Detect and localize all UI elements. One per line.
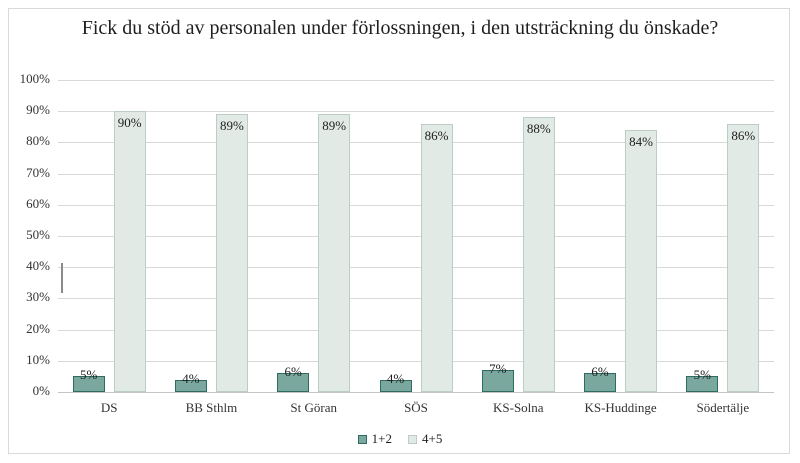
gridline-70 bbox=[58, 173, 774, 175]
bar-1-2-s-dert-lje bbox=[686, 376, 719, 392]
y-axis-tick-label-50: 50% bbox=[26, 227, 50, 242]
legend-item-1-2: 1+2 bbox=[357, 431, 392, 447]
x-axis-label-ks-solna: KS-Solna bbox=[493, 400, 544, 415]
y-axis-tick-label-10: 10% bbox=[26, 351, 50, 367]
data-label-1-2-ks-huddinge: 6% bbox=[591, 364, 609, 380]
x-axis-label-ks-huddinge: KS-Huddinge bbox=[584, 400, 657, 415]
data-label-4-5-ks-huddinge: 84% bbox=[629, 133, 653, 149]
bar-4-5-s-dert-lje bbox=[727, 123, 760, 392]
bar-1-2-ks-huddinge bbox=[584, 373, 617, 392]
gridline-30 bbox=[58, 298, 774, 300]
bar-1-2-ks-solna bbox=[481, 370, 514, 392]
gridline-80 bbox=[58, 142, 774, 144]
x-axis-label-s-s: SÖS bbox=[404, 400, 428, 415]
legend-label: 4+5 bbox=[422, 431, 443, 446]
gridline-40 bbox=[58, 267, 774, 269]
data-label-4-5-s-s: 86% bbox=[424, 127, 449, 143]
legend: 1+2 4+5 bbox=[0, 431, 800, 447]
chart-title: Fick du stöd av personalen under förloss… bbox=[81, 17, 719, 39]
y-axis-tick-label-100: 100% bbox=[19, 71, 50, 86]
bar-1-2-s-s bbox=[379, 379, 412, 392]
bar-4-5-ks-solna bbox=[522, 117, 555, 392]
x-axis-label-bb-sthlm: BB Sthlm bbox=[185, 400, 238, 415]
y-axis-tick-label-40: 40% bbox=[26, 258, 50, 274]
x-axis-label-st-g-ran: St Göran bbox=[290, 400, 337, 415]
data-label-4-5-ds: 90% bbox=[117, 115, 142, 131]
y-axis-artifact-line bbox=[61, 263, 63, 293]
chart-border-frame bbox=[8, 8, 790, 454]
bar-1-2-st-g-ran bbox=[277, 373, 310, 392]
gridline-60 bbox=[58, 204, 774, 206]
y-axis-tick-label-0: 0% bbox=[32, 383, 50, 398]
legend-item-4-5: 4+5 bbox=[408, 431, 442, 447]
y-axis-tick-label-90: 90% bbox=[26, 102, 50, 118]
x-axis-line bbox=[58, 392, 774, 393]
bar-4-5-st-g-ran bbox=[318, 114, 351, 392]
bar-1-2-ds bbox=[72, 376, 105, 392]
data-label-1-2-ds: 5% bbox=[79, 367, 98, 383]
bar-4-5-ks-huddinge bbox=[625, 129, 658, 392]
bar-1-2-bb-sthlm bbox=[174, 379, 207, 392]
gridline-10 bbox=[58, 360, 774, 362]
data-label-4-5-st-g-ran: 89% bbox=[322, 118, 347, 134]
data-label-1-2-bb-sthlm: 4% bbox=[182, 370, 200, 386]
gridline-20 bbox=[58, 329, 774, 331]
data-label-4-5-ks-solna: 88% bbox=[526, 121, 551, 137]
data-label-1-2-s-s: 4% bbox=[386, 370, 405, 386]
data-label-4-5-s-dert-lje: 86% bbox=[731, 127, 756, 143]
y-axis-tick-label-80: 80% bbox=[26, 133, 50, 149]
bar-4-5-s-s bbox=[420, 123, 453, 392]
legend-label: 1+2 bbox=[371, 431, 392, 446]
bar-4-5-ds bbox=[113, 111, 146, 392]
x-axis-label-ds: DS bbox=[100, 400, 118, 415]
gridline-100 bbox=[58, 80, 774, 81]
data-label-1-2-ks-solna: 7% bbox=[489, 361, 507, 377]
bar-4-5-bb-sthlm bbox=[215, 114, 248, 392]
data-label-4-5-bb-sthlm: 89% bbox=[220, 118, 244, 134]
x-axis-label-s-dert-lje: Södertälje bbox=[696, 400, 750, 415]
y-axis-tick-label-70: 70% bbox=[26, 164, 50, 180]
y-axis-tick-label-60: 60% bbox=[26, 195, 50, 211]
data-label-1-2-s-dert-lje: 5% bbox=[693, 367, 712, 383]
legend-swatch-icon bbox=[357, 434, 367, 444]
gridline-90 bbox=[58, 111, 774, 113]
gridline-50 bbox=[58, 236, 774, 237]
data-label-1-2-st-g-ran: 6% bbox=[284, 364, 302, 380]
legend-swatch-icon bbox=[408, 434, 417, 444]
y-axis-tick-label-30: 30% bbox=[26, 289, 50, 305]
y-axis-tick-label-20: 20% bbox=[26, 320, 50, 336]
